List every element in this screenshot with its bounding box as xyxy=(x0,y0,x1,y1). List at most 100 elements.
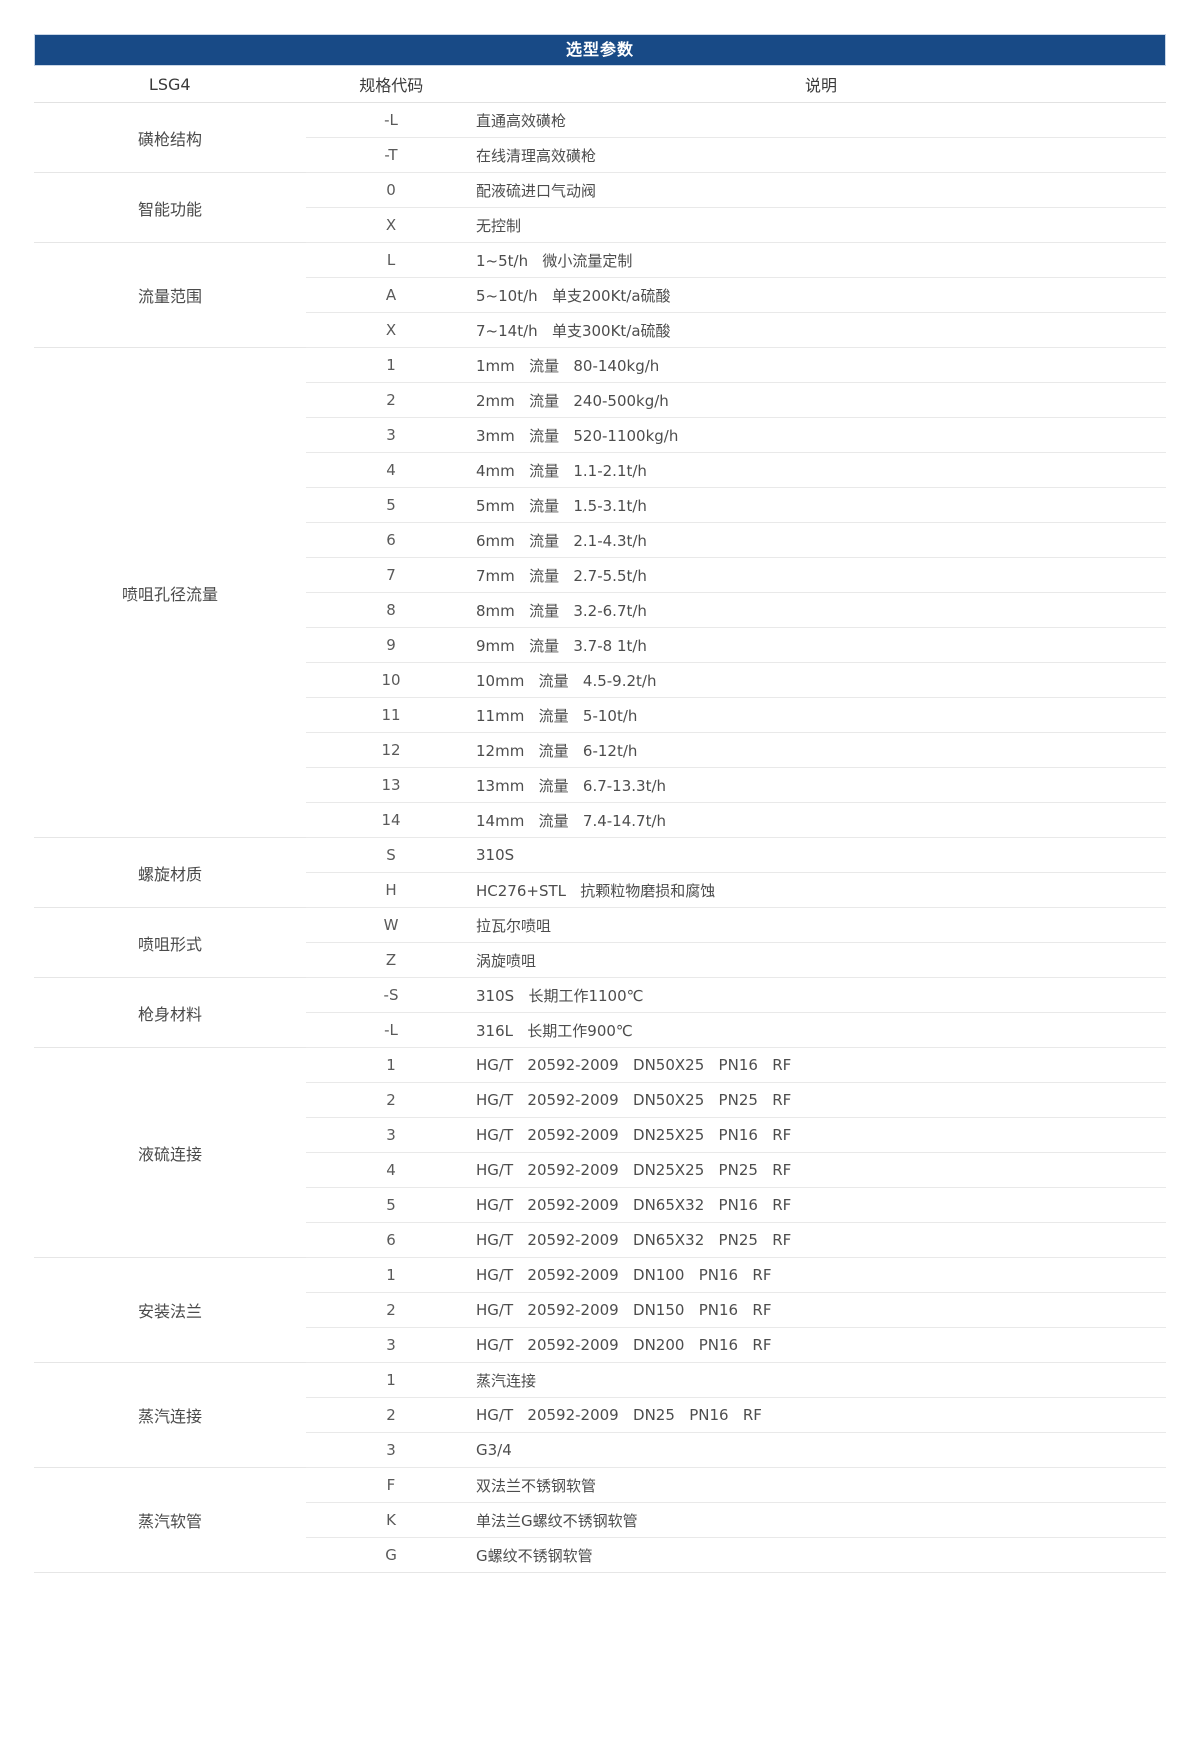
description-cell: 无控制 xyxy=(476,207,1166,243)
table-row: 安装法兰 1 HG/T 20592-2009 DN100 PN16 RF xyxy=(34,1257,1166,1363)
spec-code-cell: 2 xyxy=(306,1082,476,1118)
group-label-cell: 液硫连接 xyxy=(34,1047,306,1258)
description-cell: G3/4 xyxy=(476,1432,1166,1468)
description-cell: 2mm 流量 240-500kg/h xyxy=(476,382,1166,418)
spec-code-cell: -L xyxy=(306,102,476,138)
description-cell: HG/T 20592-2009 DN100 PN16 RF xyxy=(476,1257,1166,1293)
description-cell: 配液硫进口气动阀 xyxy=(476,172,1166,208)
table-row: 9 9mm 流量 3.7-8 1t/h xyxy=(34,627,1166,663)
table-row: K 单法兰G螺纹不锈钢软管 xyxy=(34,1502,1166,1538)
spec-code-cell: 11 xyxy=(306,697,476,733)
spec-code-cell: 12 xyxy=(306,732,476,768)
spec-code-cell: L xyxy=(306,242,476,278)
description-cell: 拉瓦尔喷咀 xyxy=(476,907,1166,943)
table-row: 5 5mm 流量 1.5-3.1t/h xyxy=(34,487,1166,523)
spec-code-cell: 6 xyxy=(306,522,476,558)
table-row: 14 14mm 流量 7.4-14.7t/h xyxy=(34,802,1166,838)
spec-code-cell: -L xyxy=(306,1012,476,1048)
column-header-description: 说明 xyxy=(476,66,1166,103)
description-cell: HG/T 20592-2009 DN50X25 PN16 RF xyxy=(476,1047,1166,1083)
table-row: 蒸汽软管 F 双法兰不锈钢软管 xyxy=(34,1467,1166,1573)
table-row: 2 2mm 流量 240-500kg/h xyxy=(34,382,1166,418)
description-cell: 4mm 流量 1.1-2.1t/h xyxy=(476,452,1166,488)
table-row: 2 HG/T 20592-2009 DN150 PN16 RF xyxy=(34,1292,1166,1328)
description-cell: HG/T 20592-2009 DN25X25 PN25 RF xyxy=(476,1152,1166,1188)
spec-code-cell: G xyxy=(306,1537,476,1573)
description-cell: 1mm 流量 80-140kg/h xyxy=(476,347,1166,383)
table-row: 3 HG/T 20592-2009 DN200 PN16 RF xyxy=(34,1327,1166,1363)
table-row: A 5~10t/h 单支200Kt/a硫酸 xyxy=(34,277,1166,313)
spec-code-cell: 1 xyxy=(306,1362,476,1398)
description-cell: 316L 长期工作900℃ xyxy=(476,1012,1166,1048)
table-row: 磺枪结构 -L 直通高效磺枪 xyxy=(34,102,1166,173)
description-cell: 蒸汽连接 xyxy=(476,1362,1166,1398)
table-header-row: LSG4 规格代码 说明 xyxy=(34,66,1166,103)
selection-parameter-table: LSG4 规格代码 说明 磺枪结构 -L 直通高效磺枪 -T 在线清理高效磺枪 智能功能 0… xyxy=(34,66,1166,1573)
description-cell: 310S xyxy=(476,837,1166,873)
spec-code-cell: 13 xyxy=(306,767,476,803)
description-cell: 5~10t/h 单支200Kt/a硫酸 xyxy=(476,277,1166,313)
table-row: 喷咀孔径流量 1 1mm 流量 80-140kg/h xyxy=(34,347,1166,838)
description-cell: HG/T 20592-2009 DN200 PN16 RF xyxy=(476,1327,1166,1363)
spec-code-cell: A xyxy=(306,277,476,313)
spec-code-cell: 4 xyxy=(306,1152,476,1188)
spec-code-cell: 2 xyxy=(306,1292,476,1328)
group-label-cell: 喷咀形式 xyxy=(34,907,306,978)
spec-code-cell: S xyxy=(306,837,476,873)
spec-code-cell: -S xyxy=(306,977,476,1013)
table-header: LSG4 规格代码 说明 xyxy=(34,66,1166,103)
description-cell: HG/T 20592-2009 DN50X25 PN25 RF xyxy=(476,1082,1166,1118)
description-cell: 11mm 流量 5-10t/h xyxy=(476,697,1166,733)
spec-code-cell: 3 xyxy=(306,1117,476,1153)
description-cell: 7~14t/h 单支300Kt/a硫酸 xyxy=(476,312,1166,348)
description-cell: HG/T 20592-2009 DN65X32 PN25 RF xyxy=(476,1222,1166,1258)
sheet-title-bar: 选型参数 xyxy=(34,34,1166,66)
table-row: 2 HG/T 20592-2009 DN25 PN16 RF xyxy=(34,1397,1166,1433)
table-row: X 无控制 xyxy=(34,207,1166,243)
table-row: 螺旋材质 S 310S xyxy=(34,837,1166,908)
description-cell: 涡旋喷咀 xyxy=(476,942,1166,978)
spec-code-cell: 1 xyxy=(306,1257,476,1293)
table-row: 12 12mm 流量 6-12t/h xyxy=(34,732,1166,768)
table-row: 8 8mm 流量 3.2-6.7t/h xyxy=(34,592,1166,628)
spec-code-cell: -T xyxy=(306,137,476,173)
description-cell: 8mm 流量 3.2-6.7t/h xyxy=(476,592,1166,628)
spec-code-cell: F xyxy=(306,1467,476,1503)
spec-code-cell: 1 xyxy=(306,1047,476,1083)
page-title: 选型参数 xyxy=(565,40,634,59)
column-header-group: LSG4 xyxy=(34,66,307,103)
description-cell: HG/T 20592-2009 DN25X25 PN16 RF xyxy=(476,1117,1166,1153)
description-cell: 3mm 流量 520-1100kg/h xyxy=(476,417,1166,453)
spec-code-cell: K xyxy=(306,1502,476,1538)
description-cell: 14mm 流量 7.4-14.7t/h xyxy=(476,802,1166,838)
group-label-cell: 枪身材料 xyxy=(34,977,306,1048)
table-body: 磺枪结构 -L 直通高效磺枪 -T 在线清理高效磺枪 智能功能 0 配液硫进口气动阀 X 无控制流… xyxy=(34,102,1166,1573)
table-row: 液硫连接 1 HG/T 20592-2009 DN50X25 PN16 RF xyxy=(34,1047,1166,1258)
spec-code-cell: 5 xyxy=(306,1187,476,1223)
group-label-cell: 安装法兰 xyxy=(34,1257,306,1363)
spec-code-cell: 0 xyxy=(306,172,476,208)
spec-code-cell: Z xyxy=(306,942,476,978)
group-label-cell: 流量范围 xyxy=(34,242,306,348)
description-cell: 310S 长期工作1100℃ xyxy=(476,977,1166,1013)
table-row: 3 G3/4 xyxy=(34,1432,1166,1468)
table-row: 智能功能 0 配液硫进口气动阀 xyxy=(34,172,1166,243)
spec-code-cell: H xyxy=(306,872,476,908)
description-cell: 13mm 流量 6.7-13.3t/h xyxy=(476,767,1166,803)
spec-code-cell: 2 xyxy=(306,382,476,418)
table-row: 枪身材料 -S 310S 长期工作1100℃ xyxy=(34,977,1166,1048)
description-cell: 10mm 流量 4.5-9.2t/h xyxy=(476,662,1166,698)
description-cell: 直通高效磺枪 xyxy=(476,102,1166,138)
selection-parameter-sheet: 选型参数 LSG4 规格代码 说明 磺枪结构 -L 直通高效磺枪 -T 在线清理高效磺枪… xyxy=(0,34,1200,1758)
table-row: 4 HG/T 20592-2009 DN25X25 PN25 RF xyxy=(34,1152,1166,1188)
description-cell: G螺纹不锈钢软管 xyxy=(476,1537,1166,1573)
group-label-cell: 螺旋材质 xyxy=(34,837,306,908)
spec-code-cell: 4 xyxy=(306,452,476,488)
table-row: 6 HG/T 20592-2009 DN65X32 PN25 RF xyxy=(34,1222,1166,1258)
table-row: H HC276+STL 抗颗粒物磨损和腐蚀 xyxy=(34,872,1166,908)
description-cell: 1~5t/h 微小流量定制 xyxy=(476,242,1166,278)
description-cell: 单法兰G螺纹不锈钢软管 xyxy=(476,1502,1166,1538)
description-cell: HG/T 20592-2009 DN150 PN16 RF xyxy=(476,1292,1166,1328)
spec-code-cell: X xyxy=(306,207,476,243)
spec-code-cell: 3 xyxy=(306,417,476,453)
